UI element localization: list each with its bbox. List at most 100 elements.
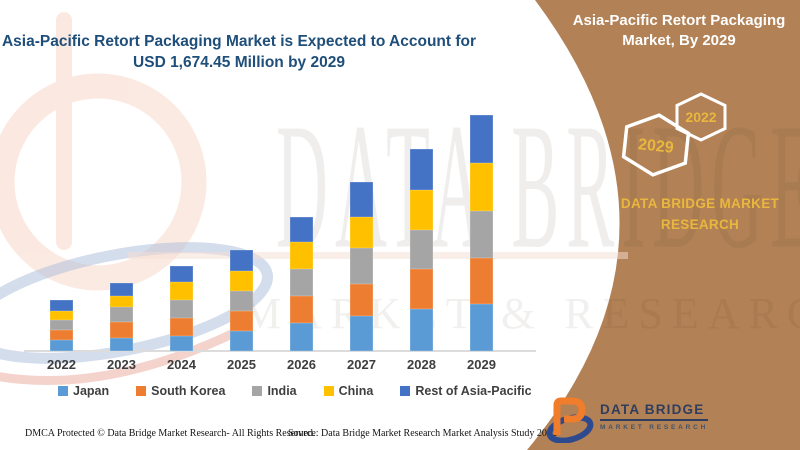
bar-segment-2023-south-korea [110,321,133,339]
footer-dmca-text: DMCA Protected © Data Bridge Market Rese… [25,428,316,439]
bar-segment-2027-rest-of-asia-pacific [350,182,373,218]
bar-segment-2023-rest-of-asia-pacific [110,283,133,297]
bar-segment-2026-india [290,268,313,296]
footer-source-text: Source: Data Bridge Market Research Mark… [288,428,557,439]
data-bridge-logo-icon [546,397,594,443]
bar-segment-2028-india [410,229,433,269]
bar-segment-2022-south-korea [50,330,73,341]
hexagon-2029-label: 2029 [637,136,674,157]
x-axis-label-2029: 2029 [467,357,496,372]
bar-segment-2029-china [470,163,493,212]
side-panel-title: Asia-Pacific Retort Packaging Market, By… [572,12,786,49]
bar-segment-2026-south-korea [290,295,313,323]
hexagon-badges: 2022 2029 [621,92,727,177]
bar-segment-2022-china [50,311,73,321]
legend-label: South Korea [151,384,226,398]
bar-segment-2029-rest-of-asia-pacific [470,115,493,164]
x-axis-line [24,350,536,352]
bar-segment-2022-rest-of-asia-pacific [50,300,73,311]
watermark-highlight-band [128,252,628,259]
brand-wordmark-gold: DATA BRIDGE MARKET RESEARCH [605,193,795,235]
bar-2027 [350,182,373,351]
bar-segment-2026-china [290,241,313,269]
bar-segment-2023-japan [110,338,133,351]
bar-segment-2025-rest-of-asia-pacific [230,250,253,271]
legend-label: India [267,384,297,398]
bar-segment-2026-japan [290,322,313,351]
legend-swatch-icon [323,386,334,396]
bar-segment-2027-japan [350,316,373,351]
bar-segment-2029-japan [470,304,493,351]
bar-2025 [230,250,253,351]
x-axis-label-2028: 2028 [407,357,436,372]
legend-item-rest-of-asia-pacific: Rest of Asia-Pacific [400,384,532,398]
x-axis-label-2022: 2022 [47,357,76,372]
legend-swatch-icon [252,386,263,396]
bar-2028 [410,148,433,351]
bar-segment-2029-south-korea [470,258,493,305]
x-axis-label-2025: 2025 [227,357,256,372]
bar-segment-2028-japan [410,309,433,351]
bar-segment-2027-south-korea [350,284,373,317]
bar-2023 [110,283,133,351]
bar-segment-2024-south-korea [170,318,193,337]
bar-segment-2024-china [170,281,193,300]
hexagon-2022-badge: 2022 [675,92,727,142]
bar-segment-2024-japan [170,336,193,351]
bar-segment-2028-rest-of-asia-pacific [410,148,433,190]
legend-swatch-icon [400,386,411,396]
bar-segment-2027-china [350,217,373,249]
side-panel-background [527,0,800,450]
bar-2026 [290,216,313,351]
legend-swatch-icon [58,386,68,396]
bar-segment-2026-rest-of-asia-pacific [290,216,313,242]
x-axis-label-2024: 2024 [167,357,196,372]
legend-item-india: India [252,384,297,398]
watermark-text-market-research: MARKET & RESEARCH [242,289,800,338]
bar-segment-2029-india [470,211,493,259]
watermark-red-swoosh [0,329,234,386]
bar-segment-2024-rest-of-asia-pacific [170,266,193,282]
bar-2022 [50,300,73,351]
legend-label: Rest of Asia-Pacific [415,384,532,398]
legend-item-south-korea: South Korea [136,384,225,398]
legend-item-japan: Japan [58,384,109,398]
bar-2029 [470,115,493,351]
logo-name: DATA BRIDGE [600,402,705,417]
bar-segment-2023-china [110,296,133,308]
bar-segment-2027-india [350,248,373,285]
brand-wordmark-line1: DATA BRIDGE MARKET [620,196,780,211]
logo-underline [600,419,709,421]
page-title-line2: USD 1,674.45 Million by 2029 [133,54,345,71]
legend-item-china: China [323,384,374,398]
x-axis-label-2026: 2026 [287,357,316,372]
bar-segment-2025-south-korea [230,311,253,331]
bar-segment-2025-japan [230,331,253,351]
x-axis-label-2023: 2023 [107,357,136,372]
bar-segment-2022-india [50,320,73,331]
x-axis-label-2027: 2027 [347,357,376,372]
data-bridge-logo: DATA BRIDGE MARKET RESEARCH [546,393,709,443]
brand-wordmark-line2: RESEARCH [660,217,740,232]
page-title: Asia-Pacific Retort Packaging Market is … [0,31,478,73]
legend-label: China [338,384,374,398]
bar-segment-2024-india [170,300,193,319]
page-title-line1: Asia-Pacific Retort Packaging Market is … [1,33,477,50]
hexagon-2022-label: 2022 [685,109,716,125]
bar-2024 [170,266,193,351]
bar-segment-2025-india [230,291,253,311]
bar-segment-2028-china [410,189,433,230]
watermark-b-logo [0,12,207,291]
bar-segment-2028-south-korea [410,268,433,309]
hexagon-2029-badge: 2029 [621,113,691,177]
data-bridge-logo-text: DATA BRIDGE MARKET RESEARCH [600,393,709,431]
bar-segment-2025-china [230,271,253,291]
bar-segment-2023-india [110,307,133,322]
legend-swatch-icon [136,386,147,396]
bar-segment-2022-japan [50,340,73,351]
chart-legend: Japan South Korea India China Rest of Asia-P… [58,384,532,398]
legend-label: Japan [73,384,110,398]
logo-subtitle: MARKET RESEARCH [600,423,709,431]
